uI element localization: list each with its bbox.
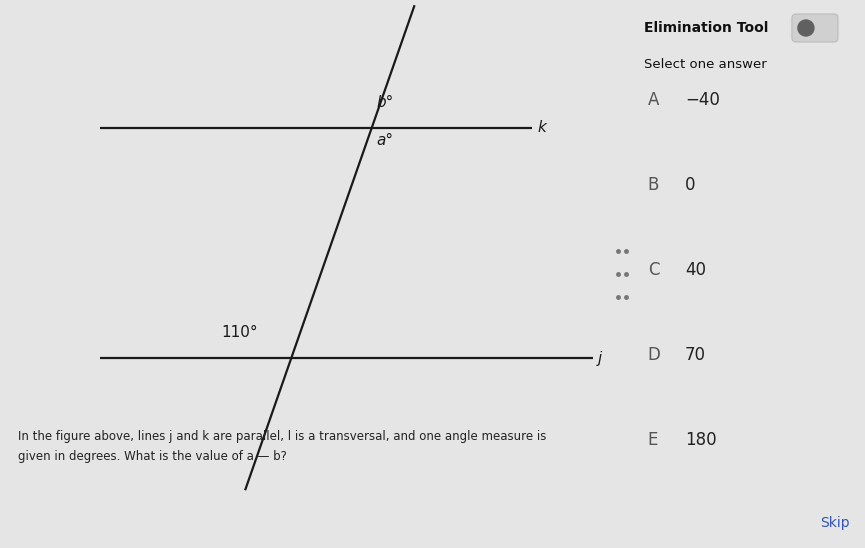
Text: E: E bbox=[648, 431, 658, 449]
Text: j: j bbox=[598, 351, 602, 366]
Text: 0: 0 bbox=[685, 176, 695, 194]
Text: In the figure above, lines j and k are parallel, l is a transversal, and one ang: In the figure above, lines j and k are p… bbox=[18, 430, 547, 443]
Text: Elimination Tool: Elimination Tool bbox=[644, 21, 768, 35]
Text: given in degrees. What is the value of a — b?: given in degrees. What is the value of a… bbox=[18, 450, 287, 463]
Text: 180: 180 bbox=[685, 431, 716, 449]
Text: k: k bbox=[537, 121, 547, 135]
Text: D: D bbox=[648, 346, 661, 364]
Text: 110°: 110° bbox=[221, 325, 258, 340]
Text: Select one answer: Select one answer bbox=[644, 58, 766, 71]
Text: −40: −40 bbox=[685, 91, 720, 109]
Circle shape bbox=[798, 20, 814, 36]
Text: C: C bbox=[648, 261, 659, 279]
Text: a°: a° bbox=[376, 133, 394, 148]
Text: Skip: Skip bbox=[820, 516, 850, 530]
Text: 40: 40 bbox=[685, 261, 706, 279]
Text: A: A bbox=[648, 91, 659, 109]
Text: b°: b° bbox=[376, 95, 394, 110]
Text: 70: 70 bbox=[685, 346, 706, 364]
Text: B: B bbox=[648, 176, 659, 194]
FancyBboxPatch shape bbox=[792, 14, 838, 42]
